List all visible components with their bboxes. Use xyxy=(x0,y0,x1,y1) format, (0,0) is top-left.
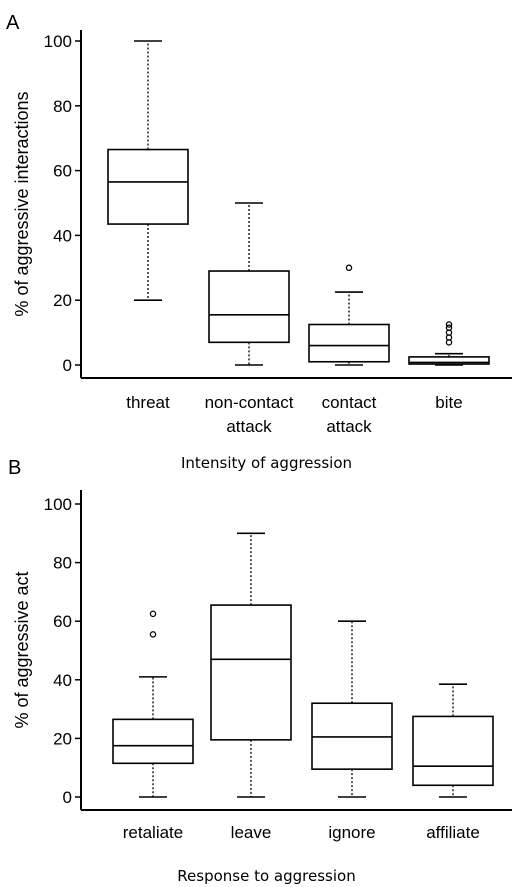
panel-letter: A xyxy=(6,12,20,34)
category-label: attack xyxy=(326,417,372,436)
box-retaliate xyxy=(112,610,194,798)
iqr-box xyxy=(210,604,292,741)
y-tick-label: 80 xyxy=(53,554,72,573)
outlier-point xyxy=(445,321,453,328)
y-tick-label: 80 xyxy=(53,97,72,116)
panel-b: B 0 20 40 60 80 100 % of aggressive act retaliat… xyxy=(8,457,512,885)
y-axis-label: % of aggressive act xyxy=(12,571,32,728)
y-tick-label: 40 xyxy=(53,671,72,690)
category-label: threat xyxy=(126,393,170,412)
x-axis-label: Response to aggression xyxy=(177,867,355,885)
category-label: retaliate xyxy=(123,823,183,842)
box-bite xyxy=(408,321,490,366)
y-axis-label: % of aggressive interactions xyxy=(12,91,32,316)
iqr-box xyxy=(208,270,290,344)
y-tick-label: 0 xyxy=(63,788,72,807)
iqr-box xyxy=(408,356,490,365)
category-label: bite xyxy=(435,393,462,412)
iqr-box xyxy=(412,715,494,787)
category-label: contact xyxy=(322,393,377,412)
y-tick-label: 40 xyxy=(53,226,72,245)
y-tick-label: 100 xyxy=(44,495,72,514)
category-label: leave xyxy=(231,823,272,842)
box-ignore xyxy=(311,620,393,798)
outlier-point xyxy=(149,610,157,618)
outlier-point xyxy=(445,324,453,331)
iqr-box xyxy=(112,718,194,765)
panel-letter: B xyxy=(8,457,21,479)
panel-a: A 0 20 40 60 80 100 % of aggressive interaction… xyxy=(6,12,512,472)
box-leave xyxy=(210,532,292,798)
outlier-point xyxy=(345,264,353,272)
category-label: attack xyxy=(226,417,272,436)
x-axis-label: Intensity of aggression xyxy=(181,454,352,472)
y-tick-label: 100 xyxy=(44,32,72,51)
category-label: affiliate xyxy=(426,823,480,842)
box-threat xyxy=(107,40,189,302)
iqr-box xyxy=(308,323,390,363)
y-tick-label: 20 xyxy=(53,729,72,748)
y-tick-label: 20 xyxy=(53,291,72,310)
category-label: ignore xyxy=(328,823,375,842)
box-affiliate xyxy=(412,683,494,798)
category-label: non-contact xyxy=(205,393,294,412)
y-tick-label: 0 xyxy=(63,356,72,375)
box-non-contact-attack xyxy=(208,202,290,366)
y-tick-label: 60 xyxy=(53,612,72,631)
y-tick-label: 60 xyxy=(53,162,72,181)
outlier-point xyxy=(149,631,157,638)
iqr-box xyxy=(107,148,189,225)
box-contact-attack xyxy=(308,264,390,366)
